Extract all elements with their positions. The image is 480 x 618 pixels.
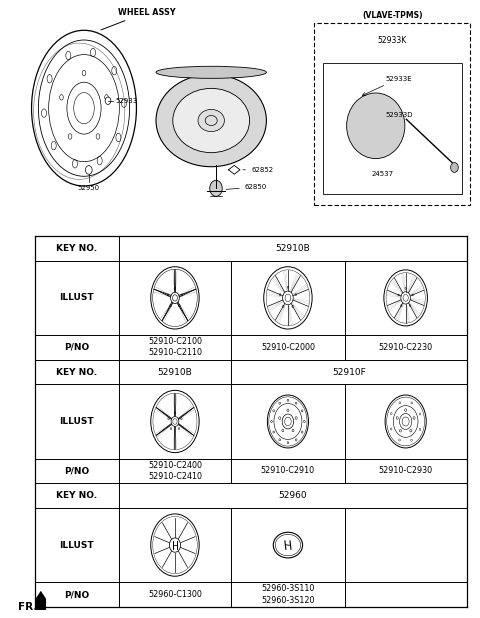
Text: 52910-C2100
52910-C2110: 52910-C2100 52910-C2110	[148, 337, 202, 357]
FancyArrow shape	[36, 591, 46, 610]
Circle shape	[179, 304, 180, 307]
Circle shape	[178, 428, 180, 430]
Text: 52910-C2400
52910-C2410: 52910-C2400 52910-C2410	[148, 461, 202, 481]
Circle shape	[174, 412, 176, 413]
Circle shape	[398, 294, 399, 296]
Text: 52933E: 52933E	[362, 75, 412, 96]
Circle shape	[170, 428, 172, 430]
Circle shape	[409, 305, 411, 307]
Circle shape	[282, 305, 284, 307]
Text: 52910-C2910: 52910-C2910	[261, 467, 315, 475]
Circle shape	[412, 294, 413, 296]
Text: 52910B: 52910B	[157, 368, 192, 376]
Circle shape	[85, 166, 92, 174]
Circle shape	[168, 418, 169, 420]
Text: 62850: 62850	[226, 184, 267, 190]
Text: 24537: 24537	[372, 171, 394, 177]
Circle shape	[180, 418, 182, 420]
Circle shape	[292, 305, 294, 307]
Text: 62852: 62852	[243, 167, 273, 173]
Ellipse shape	[347, 93, 405, 159]
Text: 52910-C2230: 52910-C2230	[379, 343, 432, 352]
Circle shape	[210, 180, 222, 197]
Text: KEY NO.: KEY NO.	[56, 368, 97, 376]
Text: ILLUST: ILLUST	[60, 294, 94, 302]
Text: P/NO: P/NO	[64, 467, 89, 475]
Text: KEY NO.: KEY NO.	[56, 244, 97, 253]
Text: 52960-3S110
52960-3S120: 52960-3S110 52960-3S120	[261, 585, 315, 604]
Text: 52910F: 52910F	[332, 368, 366, 376]
Text: 52960: 52960	[278, 491, 307, 500]
Text: 52910-C2000: 52910-C2000	[261, 343, 315, 352]
Text: KEY NO.: KEY NO.	[56, 491, 97, 500]
Ellipse shape	[198, 109, 224, 132]
Text: ILLUST: ILLUST	[60, 417, 94, 426]
Circle shape	[105, 97, 111, 104]
Text: ILLUST: ILLUST	[60, 541, 94, 549]
Text: P/NO: P/NO	[64, 343, 89, 352]
Circle shape	[181, 294, 183, 296]
Text: 52910B: 52910B	[276, 244, 310, 253]
Ellipse shape	[156, 74, 266, 167]
Ellipse shape	[156, 66, 266, 78]
Text: (VLAVE-TPMS): (VLAVE-TPMS)	[362, 11, 423, 20]
Text: 52950: 52950	[78, 185, 100, 192]
Ellipse shape	[173, 88, 250, 153]
Circle shape	[451, 163, 458, 172]
Text: 52960-C1300: 52960-C1300	[148, 590, 202, 599]
Text: 52933D: 52933D	[385, 112, 413, 118]
Circle shape	[401, 305, 402, 307]
Circle shape	[279, 294, 281, 295]
Circle shape	[405, 287, 407, 289]
Circle shape	[287, 286, 288, 288]
Circle shape	[170, 304, 171, 307]
Text: P/NO: P/NO	[64, 590, 89, 599]
Circle shape	[167, 294, 169, 296]
Text: WHEEL ASSY: WHEEL ASSY	[101, 8, 175, 30]
Circle shape	[174, 287, 176, 290]
Text: 52910-C2930: 52910-C2930	[379, 467, 432, 475]
Text: 52933: 52933	[115, 98, 137, 104]
Text: 52933K: 52933K	[378, 36, 407, 46]
Circle shape	[295, 294, 297, 295]
Text: FR.: FR.	[18, 602, 37, 612]
